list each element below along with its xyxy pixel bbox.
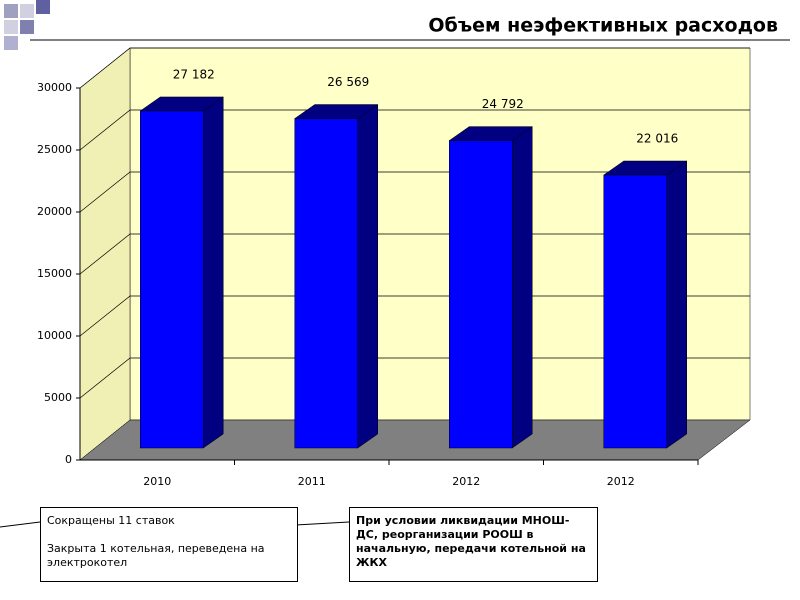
connector	[0, 521, 41, 528]
note-text: При условии ликвидации МНОШ-ДС, реоргани…	[356, 514, 586, 569]
bar	[293, 104, 379, 449]
bar-side	[357, 104, 378, 449]
value-label: 27 182	[173, 67, 215, 81]
bar	[602, 160, 688, 449]
x-tick-label: 2010	[143, 475, 171, 488]
x-tick-label: 2012	[607, 475, 635, 488]
bar-front	[449, 140, 513, 449]
grid-line	[79, 357, 750, 399]
y-tick-label: 15000	[37, 267, 72, 280]
note-box: При условии ликвидации МНОШ-ДС, реоргани…	[349, 507, 598, 582]
bar-side	[666, 160, 687, 449]
y-tick-label: 5000	[44, 391, 72, 404]
grid-line	[79, 295, 750, 337]
grid-line	[79, 47, 750, 89]
bar-front	[294, 118, 358, 449]
y-tick-label: 30000	[37, 81, 72, 94]
value-label: 22 016	[636, 132, 678, 146]
grid-line	[79, 171, 750, 213]
y-tick-label: 20000	[37, 205, 72, 218]
y-tick-label: 10000	[37, 329, 72, 342]
bar	[139, 96, 225, 449]
value-label: 24 792	[482, 97, 524, 111]
x-tick-label: 2011	[298, 475, 326, 488]
grid-line	[79, 233, 750, 275]
y-tick-label: 0	[65, 453, 72, 466]
logo-squares	[4, 0, 50, 50]
chart-title: Объем неэфективных расходов	[428, 15, 778, 37]
grid-line	[79, 109, 750, 151]
y-tick-label: 25000	[37, 143, 72, 156]
bar	[448, 126, 534, 449]
note-text: Сокращены 11 ставок	[47, 514, 175, 527]
bar-side	[512, 126, 533, 449]
x-tick-label: 2012	[452, 475, 480, 488]
note-box: Сокращены 11 ставок Закрыта 1 котельная, …	[40, 507, 298, 582]
value-label: 26 569	[327, 75, 369, 89]
bar-front	[603, 174, 667, 449]
bar-side	[203, 96, 224, 449]
bar-front	[140, 110, 204, 449]
note-text: Закрыта 1 котельная, переведена на элект…	[47, 542, 265, 569]
